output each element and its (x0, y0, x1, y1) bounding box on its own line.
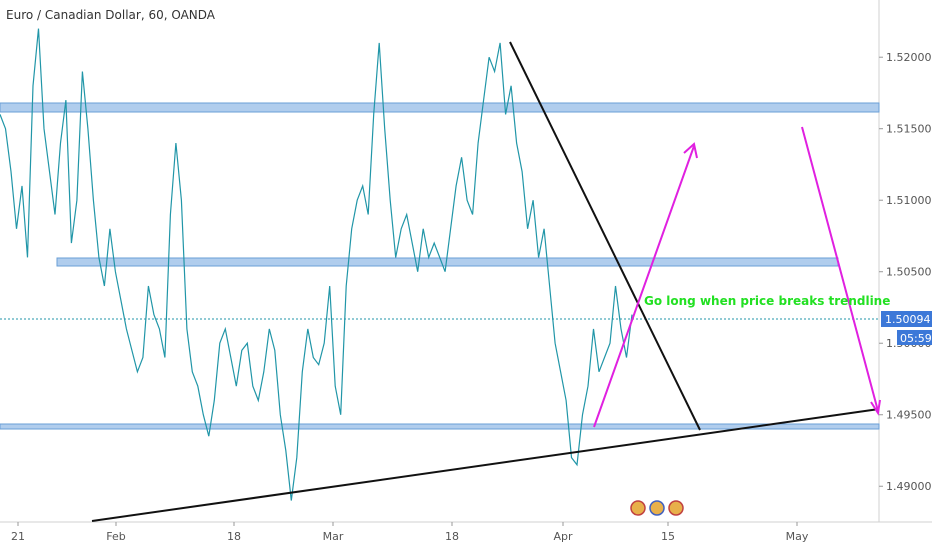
x-axis-ticks: 21 Feb 18 Mar 18 Apr 15 May (11, 522, 809, 543)
event-flag-icon[interactable] (630, 500, 646, 516)
y-tick-label: 1.49500 (886, 409, 932, 422)
y-tick-label: 1.52000 (886, 51, 932, 64)
long-arrow-head (683, 142, 698, 159)
short-arrow-line (801, 126, 879, 412)
long-arrow-line (593, 145, 695, 428)
resistance-zone-upper (0, 102, 880, 113)
y-tick-label: 1.50500 (886, 266, 932, 279)
event-flag-icon[interactable] (649, 500, 665, 516)
countdown-tag (897, 330, 932, 345)
price-series (0, 28, 633, 501)
x-tick-label: May (786, 530, 809, 543)
x-tick-label: Feb (106, 530, 125, 543)
current-price-value: 1.50094 (885, 313, 931, 326)
annotation-text: Go long when price breaks trendline (644, 294, 890, 308)
current-price-tag (881, 311, 932, 327)
x-tick-label: 15 (661, 530, 675, 543)
x-tick-label: Mar (323, 530, 344, 543)
economic-events-icons[interactable] (630, 500, 684, 516)
y-tick-label: 1.51000 (886, 194, 932, 207)
y-axis-ticks: 1.520001.515001.510001.505001.500001.495… (879, 51, 932, 493)
ascending-trendline (91, 408, 880, 522)
countdown-value: 05:59 (900, 332, 932, 345)
x-tick-label: 18 (445, 530, 459, 543)
chart-title: Euro / Canadian Dollar, 60, OANDA (6, 8, 216, 22)
descending-trendline (509, 41, 701, 431)
price-line (0, 28, 633, 501)
y-tick-label: 1.51500 (886, 123, 932, 136)
resistance-zone-middle (56, 257, 839, 267)
support-zone-lower (0, 423, 880, 430)
x-tick-label: 18 (227, 530, 241, 543)
x-tick-label: 21 (11, 530, 25, 543)
x-tick-label: Apr (553, 530, 573, 543)
y-tick-label: 1.49000 (886, 480, 932, 493)
short-arrow-head (870, 399, 881, 416)
event-flag-icon[interactable] (668, 500, 684, 516)
